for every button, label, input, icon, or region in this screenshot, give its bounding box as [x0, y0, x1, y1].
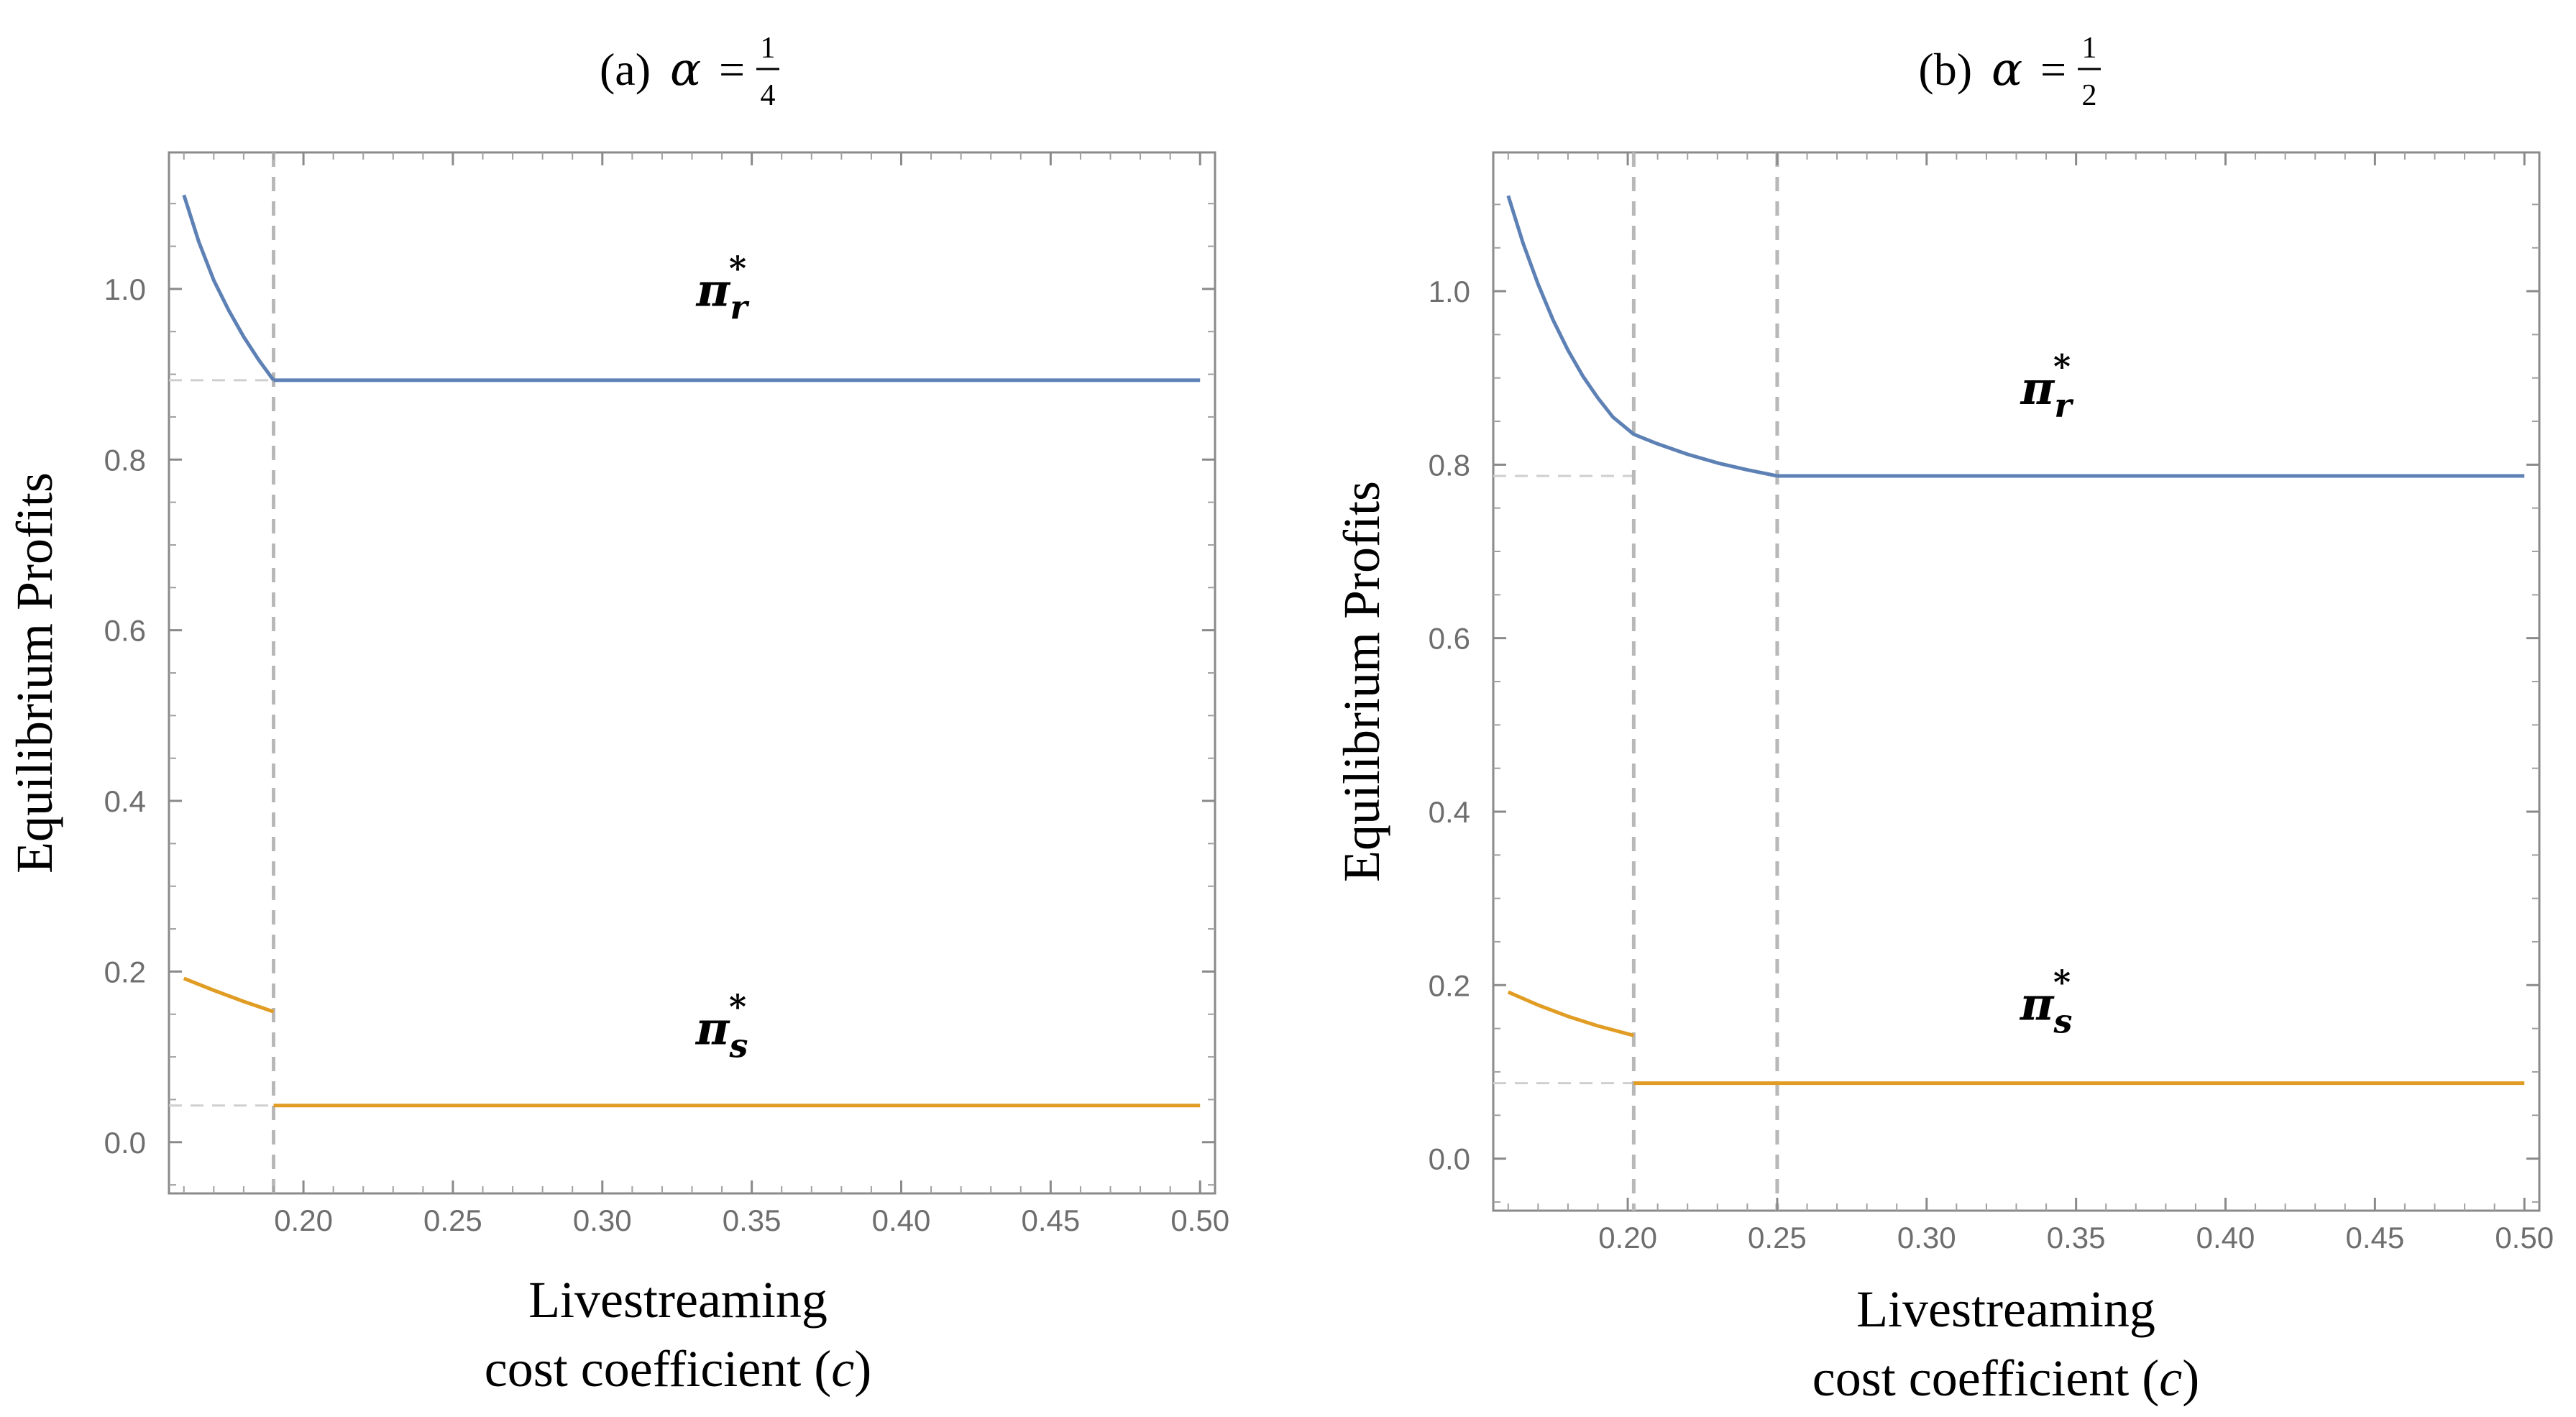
- panel-a-series-retailer-segment-0: [182, 194, 275, 382]
- panel-a-annotation-s-star: *: [729, 987, 746, 1026]
- panel-b-annotation-r-symbol: π: [2020, 362, 2055, 416]
- panel-a-series: [182, 194, 1201, 1108]
- panel-b-xtick-label-1: 0.25: [1748, 1221, 1807, 1255]
- panel-b-y-axis-label: Equilibrium Profits: [1333, 481, 1390, 882]
- panel-a-annotation-r: πr: [696, 264, 751, 327]
- panel-a-ytick-label-2: 0.4: [104, 784, 146, 818]
- panel-a-annotation-r-star: *: [729, 249, 746, 288]
- panel-a-ytick-label-3: 0.6: [104, 614, 146, 648]
- panel-a-xtick-label-0: 0.20: [274, 1203, 333, 1237]
- panel-b-series-retailer-segment-0: [1506, 195, 1635, 436]
- panel-a-ticks: 0.20 0.25 0.30 0.35 0.40 0.45 0.50 0.0 0.2 0.4 0.6…: [104, 152, 1229, 1237]
- panel-a-annotation-s-symbol: π: [695, 1001, 730, 1055]
- panel-b-annotation-r-star: *: [2053, 347, 2071, 386]
- panel-a-title-frac-den: 4: [761, 79, 776, 112]
- panel-b-x-axis-label-var: c: [2159, 1349, 2182, 1407]
- panel-b-annotation-r: πr: [2020, 362, 2075, 425]
- panel-b-ytick-label-4: 0.8: [1429, 448, 1470, 482]
- panel-b-ytick-label-0: 0.0: [1429, 1142, 1470, 1176]
- panel-b-guides: [1493, 152, 1779, 1211]
- panel-b-annotation-r-subscript: r: [2054, 386, 2074, 425]
- panel-b-title-equals: =: [2040, 44, 2066, 95]
- panel-a-xtick-label-1: 0.25: [423, 1203, 482, 1237]
- panel-a-xtick-label-5: 0.45: [1021, 1203, 1080, 1237]
- panel-b-ytick-label-5: 1.0: [1429, 275, 1470, 308]
- panel-a-y-axis-label: Equilibrium Profits: [6, 472, 63, 873]
- panel-a-ytick-label-5: 1.0: [104, 272, 146, 306]
- panel-a-ytick-label-0: 0.0: [104, 1126, 146, 1160]
- panel-b-title-prefix: (b): [1918, 44, 1972, 95]
- panel-b-title-alpha: α: [1991, 43, 2022, 96]
- panel-b-title-frac-den: 2: [2082, 79, 2097, 112]
- panel-a-xtick-label-4: 0.40: [872, 1203, 931, 1237]
- panel-a-xtick-label-6: 0.50: [1170, 1203, 1229, 1237]
- panel-a-series-supplier-segment-0: [183, 976, 275, 1014]
- panel-a-ytick-label-4: 0.8: [104, 443, 146, 477]
- panel-b-xtick-label-6: 0.50: [2495, 1221, 2554, 1255]
- panel-b-annotation-s: πs: [2020, 978, 2073, 1041]
- panel-a-x-axis-label-var: c: [831, 1340, 854, 1398]
- panel-b-xtick-label-0: 0.20: [1598, 1221, 1657, 1255]
- panel-b-series-supplier-segment-0: [1507, 990, 1635, 1037]
- panel-b-xtick-label-2: 0.30: [1897, 1221, 1956, 1255]
- panel-b-xtick-label-4: 0.40: [2196, 1221, 2255, 1255]
- panel-b-annotation-s-star: *: [2053, 963, 2071, 1002]
- panel-b-ytick-label-2: 0.4: [1429, 795, 1470, 829]
- panel-b-x-axis-label-close: ): [2182, 1349, 2199, 1407]
- panel-a-x-axis-label-close: ): [854, 1340, 871, 1398]
- panel-b-x-axis-label-line2: cost coefficient (c): [1812, 1349, 2199, 1407]
- panel-a-x-axis-label-line1: Livestreaming: [528, 1271, 828, 1329]
- panel-b-ytick-label-1: 0.2: [1429, 968, 1470, 1002]
- panel-a-title-alpha: α: [670, 43, 701, 96]
- panel-a-title-equals: =: [719, 44, 745, 95]
- panel-b-x-axis-label-text: cost coefficient (: [1812, 1349, 2159, 1407]
- panel-b-annotations: πr*πs*: [2020, 347, 2075, 1041]
- panel-b-title-frac-num: 1: [2082, 32, 2097, 65]
- panel-b-x-axis-label-line1: Livestreaming: [1856, 1280, 2155, 1338]
- panel-a-guides: [169, 152, 275, 1193]
- panel-a-annotation-s-subscript: s: [729, 1026, 748, 1065]
- panel-b-ticks: 0.20 0.25 0.30 0.35 0.40 0.45 0.50 0.0 0.2 0.4 0.6…: [1429, 152, 2554, 1255]
- panel-b-annotation-s-subscript: s: [2053, 1002, 2073, 1041]
- panel-b: (b) α = 1 2 0.20 0.25 0.30 0.35 0.40 0.45 0.50…: [1333, 32, 2554, 1407]
- panel-b-xtick-label-5: 0.45: [2345, 1221, 2404, 1255]
- panel-a-x-axis-label-text: cost coefficient (: [485, 1340, 831, 1398]
- panel-a-xtick-label-2: 0.30: [573, 1203, 632, 1237]
- panel-a: (a) α = 1 4 0.20 0.25 0.30 0.35 0.40 0.45 0.50…: [6, 32, 1229, 1398]
- panel-b-plot-frame: [1492, 151, 2541, 1212]
- panel-a-annotation-r-symbol: π: [696, 264, 731, 318]
- panel-b-xtick-label-3: 0.35: [2047, 1221, 2106, 1255]
- panel-a-xtick-label-3: 0.35: [723, 1203, 781, 1237]
- panel-a-annotation-s: πs: [695, 1001, 748, 1065]
- panel-a-annotation-r-subscript: r: [730, 288, 750, 327]
- panel-a-x-axis-label-line2: cost coefficient (c): [485, 1340, 871, 1398]
- panel-a-annotations: πr*πs*: [695, 249, 751, 1065]
- panel-b-annotation-s-symbol: π: [2020, 978, 2055, 1032]
- panel-a-plot-frame: [168, 151, 1216, 1195]
- panel-b-series: [1506, 195, 2525, 1086]
- panel-b-ytick-label-3: 0.6: [1429, 622, 1470, 656]
- panel-a-title-prefix: (a): [600, 44, 651, 95]
- panel-a-title-frac-num: 1: [761, 32, 776, 65]
- panel-a-ytick-label-1: 0.2: [104, 955, 146, 989]
- panel-b-series-retailer-segment-1: [1633, 432, 1778, 478]
